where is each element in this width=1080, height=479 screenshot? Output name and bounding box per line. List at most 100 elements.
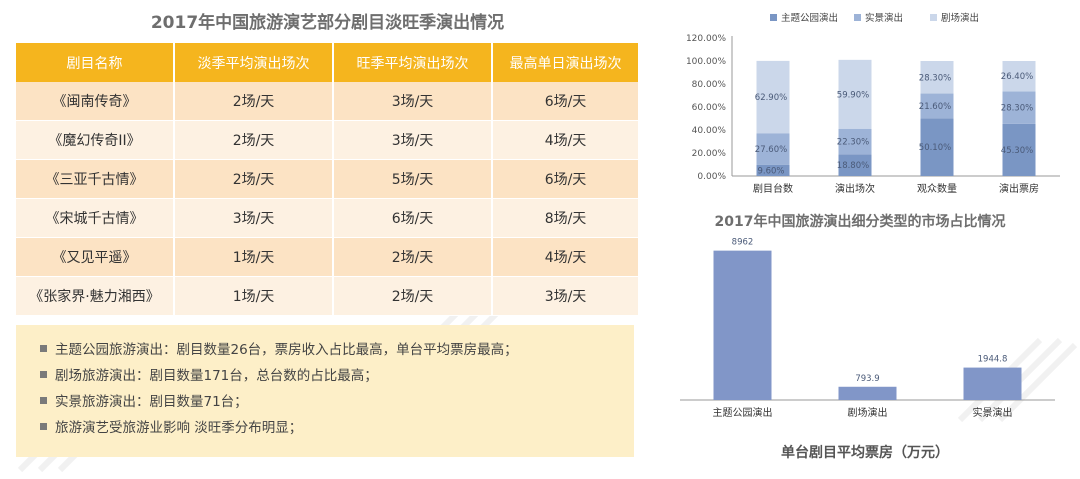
data-label: 28.30% [1001,104,1033,114]
stack-segment [756,133,790,165]
note-item: 剧场旅游演出：剧目数量171台，总台数的占比最高； [40,363,634,389]
x-tick-label: 观众数量 [917,182,957,195]
box-office-chart: 2017年中国旅游演出细分类型的市场占比情况 8962 主题公园演出 793.9 剧场演… [680,213,1055,461]
stack-segment [838,128,872,155]
legend-label: 剧场演出 [941,12,979,24]
legend-label: 实景演出 [865,12,903,24]
table-row: 《三亚千古情》 2场/天 5场/天 6场/天 [16,159,638,199]
y-tick-label: 40.00% [692,126,727,136]
x-tick-label: 实景演出 [973,406,1013,419]
table-cell: 《张家界·魅力湘西》 [16,276,175,316]
note-text: 旅游演艺受旅游业影响 淡旺季分布明显； [55,420,303,436]
table-cell: 6场/天 [333,198,493,238]
header-cell: 淡季平均演出场次 [174,43,334,82]
table-cell: 3场/天 [174,198,334,238]
data-label: 21.60% [919,102,951,112]
data-label: 22.30% [837,138,869,148]
data-label: 8962 [732,238,754,248]
table-cell: 3场/天 [492,276,638,316]
x-tick-label: 剧目台数 [753,182,793,195]
table-row: 《魔幻传奇II》 2场/天 3场/天 4场/天 [16,120,638,160]
data-label: 1944.8 [978,355,1008,365]
table-cell: 2场/天 [174,82,334,121]
table-cell: 3场/天 [333,120,493,160]
stack-segment [920,118,954,176]
data-label: 62.90% [755,93,787,103]
table-cell: 1场/天 [174,276,334,316]
data-label: 45.30% [1001,146,1033,156]
square-bullet-icon [40,422,47,430]
note-text: 主题公园旅游演出：剧目数量26台，票房收入占比最高，单台平均票房最高； [55,342,518,358]
header-cell: 旺季平均演出场次 [333,43,493,82]
data-label: 9.60% [757,166,784,176]
bar [963,367,1022,400]
table-row: 《闽南传奇》 2场/天 3场/天 6场/天 [16,82,638,121]
y-tick-label: 60.00% [692,103,727,113]
table-cell: 《三亚千古情》 [16,159,175,199]
bar [713,250,772,400]
x-tick-label: 演出票房 [999,182,1039,195]
legend-swatch [770,14,777,21]
stack-segment [838,59,872,129]
legend-swatch [854,14,861,21]
table-cell: 8场/天 [492,198,638,238]
table-cell: 2场/天 [333,237,493,277]
y-tick-label: 80.00% [692,80,727,90]
table-row: 《张家界·魅力湘西》 1场/天 2场/天 3场/天 [16,276,638,316]
table-cell: 6场/天 [492,159,638,199]
data-label: 28.30% [919,73,951,83]
table-title: 2017年中国旅游演艺部分剧目淡旺季演出情况 [150,13,505,33]
notes-panel: 主题公园旅游演出：剧目数量26台，票房收入占比最高，单台平均票房最高； 剧场旅游… [16,325,634,457]
note-item: 旅游演艺受旅游业影响 淡旺季分布明显； [40,415,634,441]
legend-label: 主题公园演出 [781,12,838,24]
table-cell: 《魔幻传奇II》 [16,120,175,160]
table-row: 《宋城千古情》 3场/天 6场/天 8场/天 [16,198,638,238]
table-cell: 《闽南传奇》 [16,82,175,121]
header-cell: 最高单日演出场次 [492,43,638,82]
table-cell: 2场/天 [174,120,334,160]
table-cell: 6场/天 [492,82,638,121]
stack-segment [920,61,954,94]
table-cell: 《又见平遥》 [16,237,175,277]
stack-segment [1002,91,1036,124]
table-cell: 1场/天 [174,237,334,277]
note-text: 剧场旅游演出：剧目数量171台，总台数的占比最高； [55,368,378,384]
y-tick-label: 120.00% [686,34,726,44]
note-text: 实景旅游演出：剧目数量71台； [55,394,248,410]
legend-swatch [930,14,937,21]
chart-title: 2017年中国旅游演出细分类型的市场占比情况 [715,213,1006,230]
bar [838,386,897,400]
square-bullet-icon [40,370,47,378]
stack-segment [838,154,872,176]
table-header-row: 剧目名称 淡季平均演出场次 旺季平均演出场次 最高单日演出场次 [16,43,638,82]
table-cell: 4场/天 [492,120,638,160]
stack-segment [756,164,790,176]
x-tick-label: 演出场次 [835,182,875,195]
note-item: 实景旅游演出：剧目数量71台； [40,389,634,415]
header-cell: 剧目名称 [16,43,175,82]
performance-table: 剧目名称 淡季平均演出场次 旺季平均演出场次 最高单日演出场次 《闽南传奇》 2… [16,43,638,316]
data-label: 59.90% [837,90,869,100]
stack-segment [1002,61,1036,92]
data-label: 18.80% [837,161,869,171]
stack-segment [756,60,790,134]
note-item: 主题公园旅游演出：剧目数量26台，票房收入占比最高，单台平均票房最高； [40,337,634,363]
table-cell: 2场/天 [333,276,493,316]
table-cell: 2场/天 [174,159,334,199]
data-label: 27.60% [755,145,787,155]
stack-segment [1002,123,1036,176]
square-bullet-icon [40,344,47,352]
x-tick-label: 主题公园演出 [713,406,773,419]
data-label: 793.9 [855,374,879,384]
square-bullet-icon [40,396,47,404]
y-tick-label: 100.00% [686,57,726,67]
table-cell: 3场/天 [333,82,493,121]
x-tick-label: 剧场演出 [848,406,888,419]
table-cell: 《宋城千古情》 [16,198,175,238]
data-label: 26.40% [1001,72,1033,82]
stack-segment [920,93,954,119]
y-tick-label: 20.00% [692,149,727,159]
table-cell: 5场/天 [333,159,493,199]
stacked-share-chart: 主题公园演出 实景演出 剧场演出 0.00% 20.00% 40.00% 60.00% 80.… [686,12,1060,195]
table-cell: 4场/天 [492,237,638,277]
